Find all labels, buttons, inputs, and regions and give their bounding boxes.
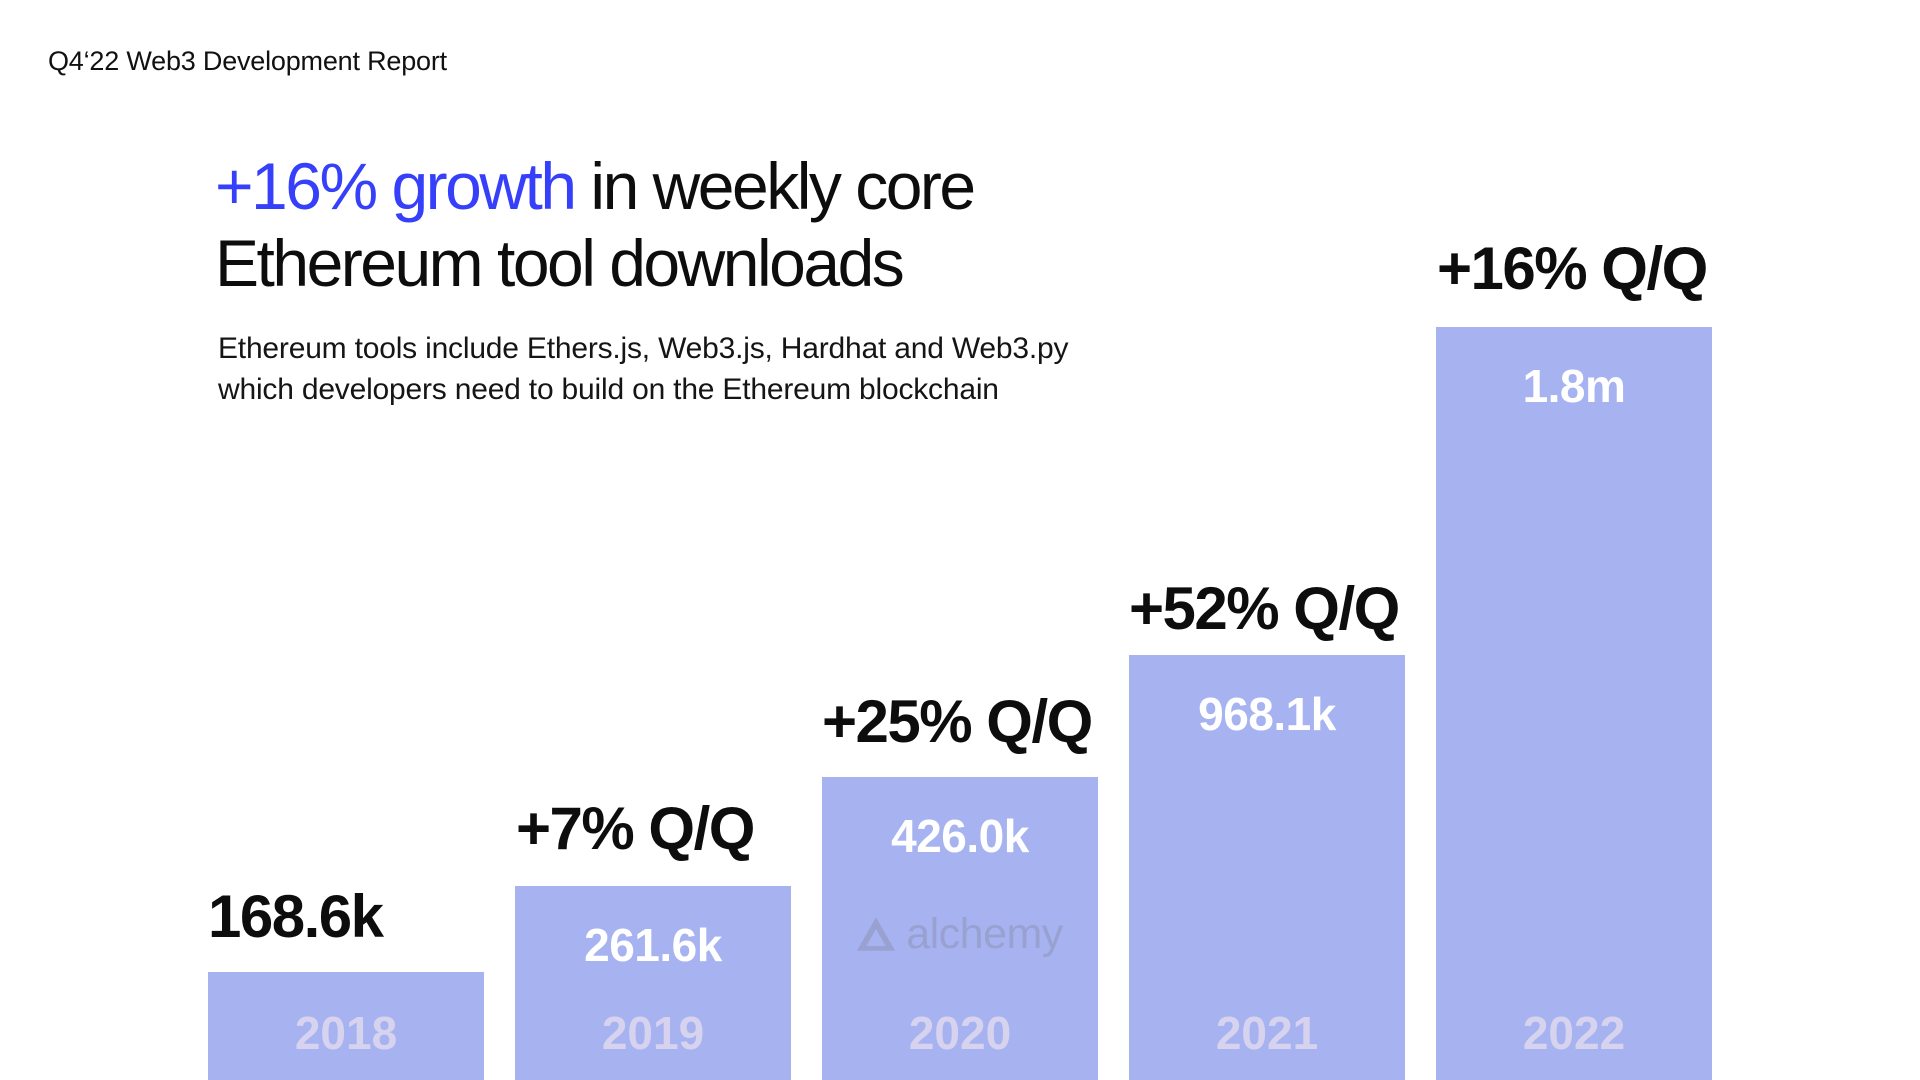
bar-2018: 2018 <box>208 972 484 1080</box>
value-label-2019: 261.6k <box>584 919 722 971</box>
year-label-2019: 2019 <box>601 1007 705 1059</box>
growth-label-2022: +16% Q/Q <box>1437 235 1708 302</box>
value-label-2021: 968.1k <box>1198 688 1336 740</box>
value-label-2020: 426.0k <box>891 810 1029 862</box>
growth-label-2019: +7% Q/Q <box>516 795 755 862</box>
page-title: +16% growth in weekly core Ethereum tool… <box>215 148 976 302</box>
year-label-2020: 2020 <box>908 1007 1012 1059</box>
value-label-2022: 1.8m <box>1522 360 1626 412</box>
year-label-2018: 2018 <box>294 1007 398 1059</box>
subtitle-line-1: Ethereum tools include Ethers.js, Web3.j… <box>218 332 1069 365</box>
title-line-1-rest: in weekly core <box>574 149 976 223</box>
bar-2020: 426.0k alchemy 2020 <box>822 777 1098 1080</box>
alchemy-logo-icon <box>857 917 896 951</box>
year-label-2022: 2022 <box>1522 1007 1626 1059</box>
alchemy-wordmark: alchemy <box>906 910 1063 958</box>
value-label-2018: 168.6k <box>208 883 384 950</box>
bar-2019: 261.6k 2019 <box>515 886 791 1080</box>
year-label-2021: 2021 <box>1215 1007 1319 1059</box>
subtitle: Ethereum tools include Ethers.js, Web3.j… <box>218 328 1068 410</box>
title-highlight: +16% growth <box>215 149 577 223</box>
title-line-2: Ethereum tool downloads <box>215 226 905 300</box>
alchemy-watermark: alchemy <box>822 909 1098 959</box>
bar-2021: 968.1k 2021 <box>1129 655 1405 1080</box>
growth-label-2021: +52% Q/Q <box>1129 575 1400 642</box>
report-label: Q4‘22 Web3 Development Report <box>48 46 447 76</box>
subtitle-line-2: which developers need to build on the Et… <box>218 373 999 406</box>
growth-label-2020: +25% Q/Q <box>822 688 1093 755</box>
bar-2022: 1.8m 2022 <box>1436 327 1712 1080</box>
title-line-1: +16% growth in weekly core <box>215 148 976 225</box>
